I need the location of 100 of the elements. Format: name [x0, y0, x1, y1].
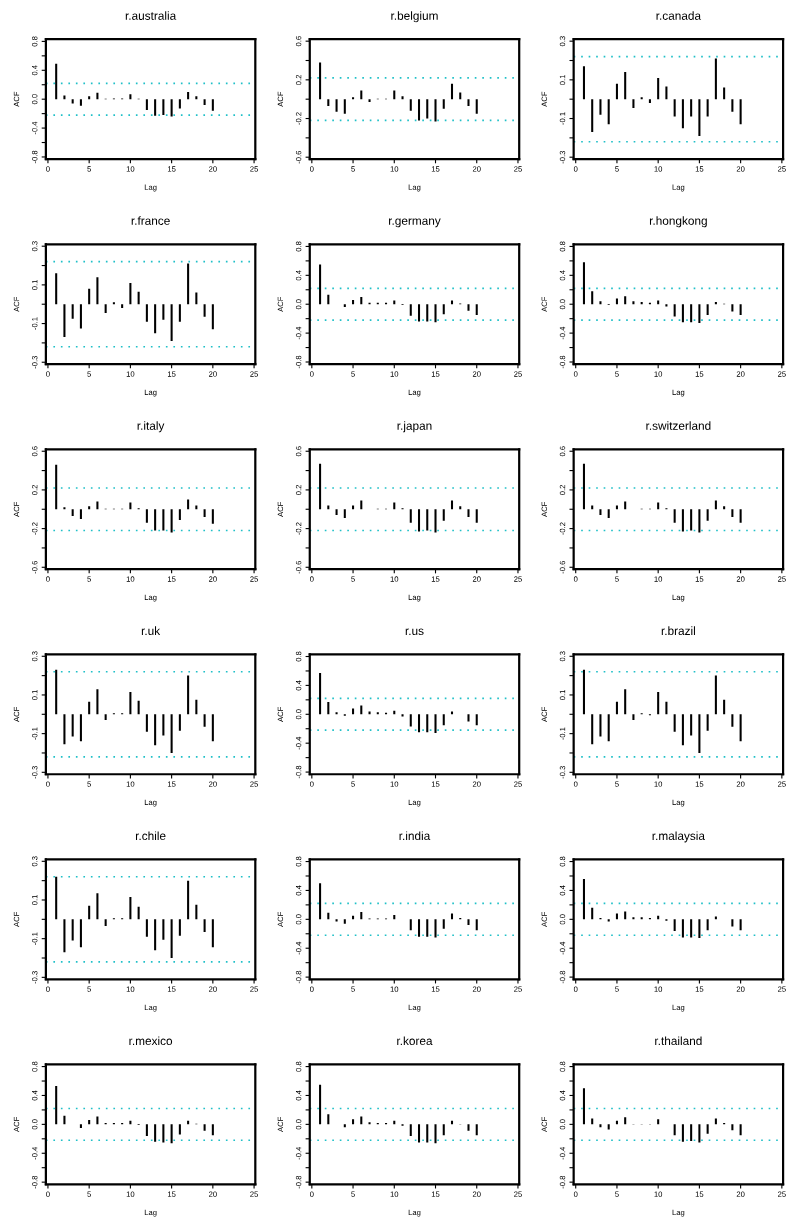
chart-title: r.france [131, 216, 170, 225]
bar [55, 273, 58, 305]
bar [442, 304, 445, 315]
bar [178, 304, 181, 322]
bar [681, 304, 684, 323]
bar [88, 701, 91, 715]
bar [162, 1124, 165, 1143]
bar [327, 1114, 330, 1125]
bar [681, 1124, 684, 1142]
bar [640, 917, 643, 920]
bar [376, 712, 379, 715]
bar [690, 1124, 693, 1141]
bar [187, 880, 190, 920]
bar [599, 714, 602, 737]
bar [434, 304, 437, 323]
bar [698, 714, 701, 753]
bar [203, 304, 206, 317]
bar [591, 505, 594, 510]
bar [434, 1124, 437, 1144]
bar [409, 919, 412, 931]
bar [690, 714, 693, 736]
bar [731, 509, 734, 517]
bar [401, 96, 404, 100]
bar [203, 919, 206, 932]
bar [319, 463, 322, 510]
bar [137, 700, 140, 715]
bar [55, 876, 58, 920]
bar [129, 502, 132, 510]
bar [731, 714, 734, 727]
bar [450, 711, 454, 715]
bar [63, 919, 66, 953]
bar [632, 714, 635, 721]
bar [327, 99, 330, 106]
bar [673, 919, 676, 931]
bar [591, 907, 594, 920]
bar [690, 304, 693, 323]
bar [665, 701, 668, 715]
bar [409, 1124, 412, 1136]
bar [145, 99, 148, 111]
bar [582, 463, 585, 510]
chart-title: r.japan [397, 421, 432, 433]
bar [319, 62, 322, 100]
bar [129, 94, 132, 100]
bar [665, 86, 668, 100]
bar [714, 916, 717, 920]
bar [327, 505, 330, 510]
bar [352, 1119, 355, 1125]
chart-title: r.india [399, 831, 431, 841]
bar [714, 675, 717, 715]
bar [442, 919, 445, 929]
bar [731, 919, 734, 927]
bar [71, 99, 74, 104]
bar [417, 919, 421, 937]
bar [319, 673, 322, 715]
bar [706, 919, 709, 931]
bar [178, 1124, 181, 1135]
bar [739, 1124, 742, 1136]
bar [335, 99, 338, 112]
bar [178, 714, 181, 731]
chart-title: r.malaysia [652, 831, 705, 843]
bar [731, 304, 734, 312]
bar [475, 509, 478, 523]
bar [79, 99, 82, 106]
bar [591, 291, 594, 305]
bar [335, 509, 338, 516]
bar [154, 304, 157, 334]
bar [55, 464, 58, 510]
bar [467, 304, 470, 311]
bar [129, 282, 132, 305]
bar [673, 304, 676, 317]
bar [624, 689, 627, 715]
bar [145, 509, 148, 523]
bar [714, 302, 717, 305]
bar [327, 912, 330, 920]
bar [426, 99, 429, 119]
bar [640, 302, 643, 305]
chart-title: r.chile [135, 831, 166, 841]
bar [55, 63, 58, 100]
bar [360, 912, 363, 920]
bar [467, 919, 470, 926]
bar [178, 99, 181, 109]
bar [698, 99, 701, 136]
bar [698, 1124, 701, 1143]
bar [426, 919, 429, 937]
bar [96, 92, 99, 100]
bar [681, 99, 684, 129]
bar [393, 502, 396, 510]
bar [79, 1124, 82, 1128]
bar [319, 883, 322, 920]
bar [137, 906, 140, 920]
bar [731, 1124, 734, 1131]
bar [170, 1124, 173, 1144]
bar [723, 699, 726, 715]
bar [211, 99, 214, 111]
chart-title: r.korea [397, 1036, 433, 1046]
bar [203, 99, 206, 105]
bar [582, 262, 585, 305]
bar [417, 304, 421, 322]
bar [335, 712, 338, 715]
bar [417, 1124, 421, 1143]
